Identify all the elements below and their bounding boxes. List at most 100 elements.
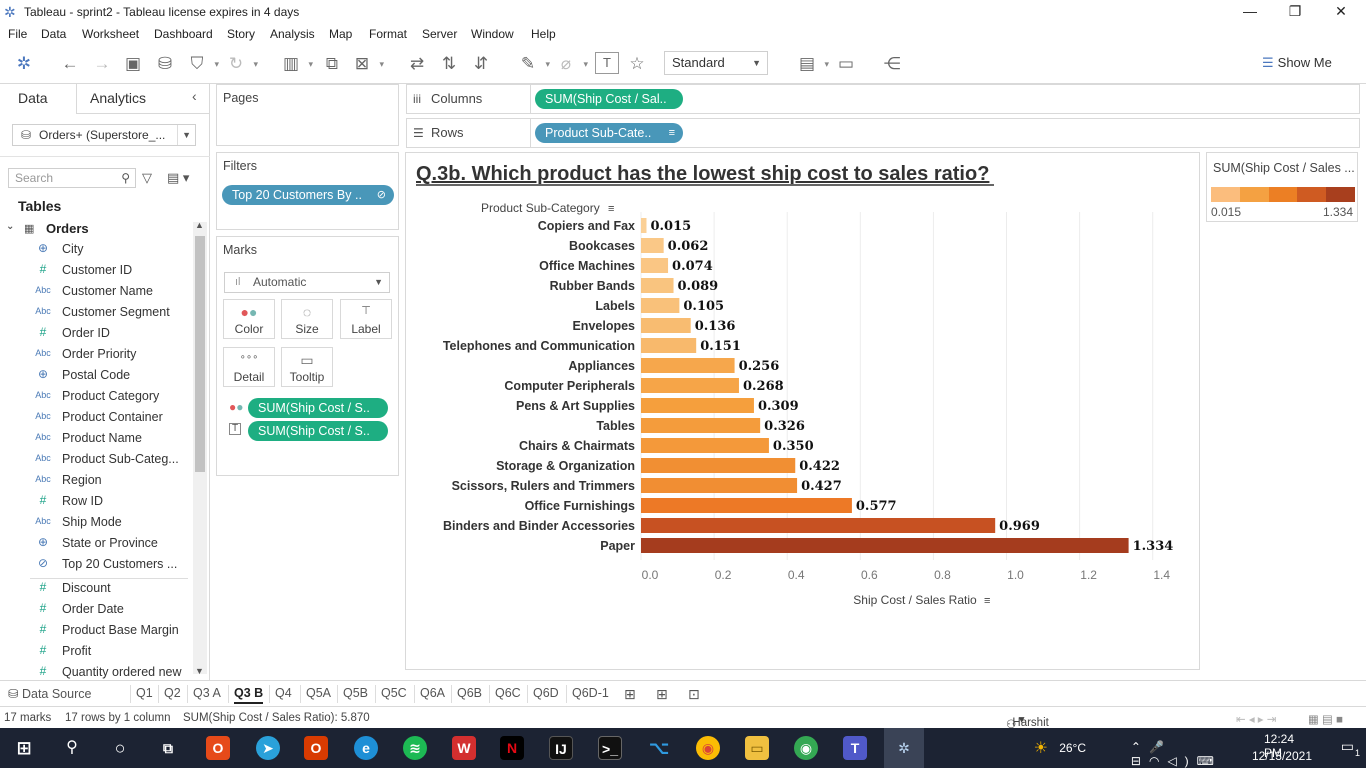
rows-shelf[interactable]: ☰ Rows Product Sub-Cate.. ≡: [406, 118, 1360, 148]
teams-icon[interactable]: T: [843, 736, 867, 760]
pause-updates-icon[interactable]: ⛉: [185, 52, 219, 76]
bar[interactable]: [641, 478, 798, 493]
windows-start-icon[interactable]: ⊞: [16, 738, 32, 758]
bar[interactable]: [641, 378, 739, 393]
sheet-tab-q6b[interactable]: Q6B: [457, 686, 483, 700]
tab-analytics[interactable]: Analytics: [90, 90, 147, 106]
field-product-name[interactable]: Abc Product Name: [30, 430, 188, 450]
swap-rows-columns-icon[interactable]: ⇄: [409, 54, 425, 73]
viz-canvas[interactable]: Q.3b. Which product has the lowest ship …: [405, 152, 1200, 670]
sheet-tab-q3-a[interactable]: Q3 A: [193, 686, 221, 700]
field-top-20-customers[interactable]: ⊘ Top 20 Customers ...: [30, 556, 188, 576]
fix-axes-icon[interactable]: ☆: [629, 54, 645, 73]
filter-pill-top-customers[interactable]: Top 20 Customers By .. ⊘: [222, 185, 394, 205]
field-discount[interactable]: # Discount: [30, 580, 188, 600]
field-customer-segment[interactable]: Abc Customer Segment: [30, 304, 188, 324]
new-worksheet-icon[interactable]: ▥: [279, 52, 313, 76]
share-icon[interactable]: ⋲: [883, 54, 901, 73]
field-product-container[interactable]: Abc Product Container: [30, 409, 188, 429]
group-members-icon[interactable]: ⌀: [554, 52, 588, 76]
save-icon[interactable]: ▣: [124, 54, 142, 73]
scroll-up-icon[interactable]: ▲: [195, 220, 204, 230]
fit-select[interactable]: Standard ▼: [664, 51, 768, 75]
field-customer-name[interactable]: Abc Customer Name: [30, 283, 188, 303]
bar[interactable]: [641, 238, 664, 253]
datasource-select[interactable]: ⛁ Orders+ (Superstore_... ▼: [12, 124, 196, 146]
menu-analysis[interactable]: Analysis: [270, 27, 315, 41]
tab-data[interactable]: Data: [18, 90, 48, 106]
label-mark-pill[interactable]: SUM(Ship Cost / S..: [248, 421, 388, 441]
bar[interactable]: [641, 538, 1129, 553]
color-mark-pill[interactable]: SUM(Ship Cost / S..: [248, 398, 388, 418]
sheet-tab-q5b[interactable]: Q5B: [343, 686, 369, 700]
presentation-mode-icon[interactable]: ▭: [837, 54, 855, 73]
bar[interactable]: [641, 338, 697, 353]
sheet-tab-q5a[interactable]: Q5A: [306, 686, 332, 700]
menu-dashboard[interactable]: Dashboard: [154, 27, 213, 41]
mark-type-select[interactable]: ıl Automatic ▼: [224, 272, 390, 293]
clock-date[interactable]: 12/13/2021: [1251, 749, 1312, 763]
field-city[interactable]: ⊕ City: [30, 241, 188, 261]
clock-time[interactable]: 12:24 PM: [1263, 732, 1294, 760]
field-order-date[interactable]: # Order Date: [30, 601, 188, 621]
view-mode-icons[interactable]: ▦ ▤ ■: [1308, 714, 1344, 726]
new-dashboard-tab-icon[interactable]: ⊞: [656, 686, 668, 702]
show-mark-labels-icon[interactable]: T: [595, 52, 619, 74]
color-legend[interactable]: SUM(Ship Cost / Sales ... 0.015 1.334: [1206, 152, 1358, 222]
chrome-profile-icon[interactable]: ◉: [794, 736, 818, 760]
color-button[interactable]: ●● Color: [223, 299, 275, 339]
bar[interactable]: [641, 278, 674, 293]
intellij-icon[interactable]: IJ: [549, 736, 573, 760]
data-source-tab[interactable]: ⛁ Data Source: [8, 687, 92, 701]
field-quantity-ordered-new[interactable]: # Quantity ordered new: [30, 664, 188, 684]
columns-shelf[interactable]: iii Columns SUM(Ship Cost / Sal..: [406, 84, 1360, 114]
bar[interactable]: [641, 218, 647, 233]
tray-icons[interactable]: ⌃🎤⊟◠◁)⌨: [1130, 740, 1222, 768]
cortana-icon[interactable]: ○: [114, 738, 126, 758]
temperature[interactable]: 26°C: [1059, 741, 1086, 755]
field-profit[interactable]: # Profit: [30, 643, 188, 663]
sheet-tab-q3-b[interactable]: Q3 B: [234, 686, 264, 704]
rows-pill[interactable]: Product Sub-Cate.. ≡: [535, 123, 683, 143]
vscode-icon[interactable]: ⌥: [648, 738, 670, 758]
bar[interactable]: [641, 398, 754, 413]
scrollbar-thumb[interactable]: [195, 236, 205, 472]
field-state-or-province[interactable]: ⊕ State or Province: [30, 535, 188, 555]
bar[interactable]: [641, 458, 796, 473]
sheet-tab-q6a[interactable]: Q6A: [420, 686, 446, 700]
field-row-id[interactable]: # Row ID: [30, 493, 188, 513]
menu-story[interactable]: Story: [227, 27, 256, 41]
bar[interactable]: [641, 298, 680, 313]
columns-pill[interactable]: SUM(Ship Cost / Sal..: [535, 89, 683, 109]
bar[interactable]: [641, 438, 769, 453]
menu-map[interactable]: Map: [329, 27, 353, 41]
field-postal-code[interactable]: ⊕ Postal Code: [30, 367, 188, 387]
close-button[interactable]: ✕: [1335, 3, 1347, 19]
new-worksheet-tab-icon[interactable]: ⊞: [624, 686, 636, 702]
tooltip-button[interactable]: ▭ Tooltip: [281, 347, 333, 387]
notification-icon[interactable]: ▭: [1340, 738, 1354, 754]
collapse-pane-icon[interactable]: ‹: [192, 88, 197, 104]
view-options-icon[interactable]: ▤ ▾: [167, 170, 190, 185]
sort-descending-icon[interactable]: ⇵: [473, 54, 489, 73]
field-search-input[interactable]: Search ⚲: [8, 168, 136, 188]
terminal-icon[interactable]: >_: [598, 736, 622, 760]
bar[interactable]: [641, 318, 691, 333]
show-cards-icon[interactable]: ▤: [795, 52, 829, 76]
sheet-tab-q1[interactable]: Q1: [136, 686, 153, 700]
show-me-button[interactable]: ☰ Show Me: [1262, 55, 1332, 71]
refresh-icon[interactable]: ↻: [224, 52, 258, 76]
sheet-tab-q5c[interactable]: Q5C: [381, 686, 407, 700]
edge-icon[interactable]: e: [354, 736, 378, 760]
sheet-nav-icons[interactable]: ⇤ ◂ ▸ ⇥: [1236, 714, 1277, 726]
sort-ascending-icon[interactable]: ⇅: [441, 54, 457, 73]
size-button[interactable]: ◌ Size: [281, 299, 333, 339]
detail-button[interactable]: ∘∘∘ Detail: [223, 347, 275, 387]
minimize-button[interactable]: —: [1243, 3, 1257, 19]
field-product-sub-categ[interactable]: Abc Product Sub-Categ...: [30, 451, 188, 471]
user-menu[interactable]: ⚇ Harshit Rathod ▾: [1006, 714, 1049, 741]
field-product-base-margin[interactable]: # Product Base Margin: [30, 622, 188, 642]
field-product-category[interactable]: Abc Product Category: [30, 388, 188, 408]
tableau-taskbar-icon[interactable]: ✲: [884, 728, 924, 768]
sheet-tab-q6d[interactable]: Q6D: [533, 686, 559, 700]
